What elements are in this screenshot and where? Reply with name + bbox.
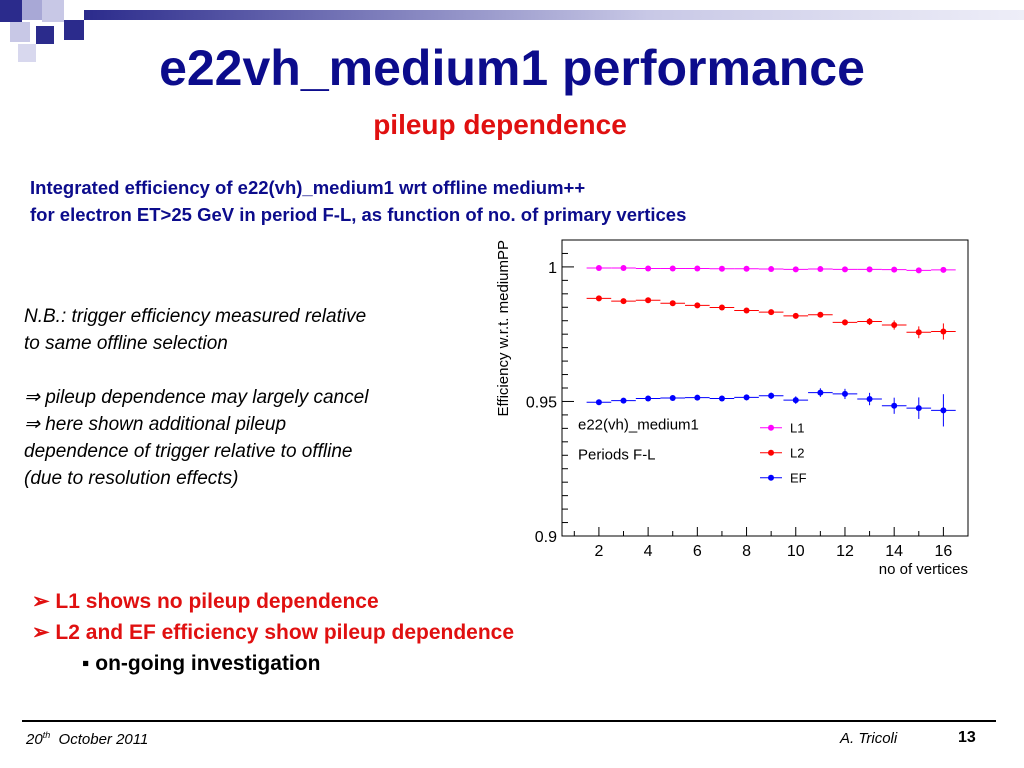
- data-point: [743, 307, 750, 314]
- data-point: [866, 318, 873, 325]
- footer-date: 20th October 2011: [26, 730, 148, 748]
- data-point: [743, 394, 750, 401]
- decoration-square-7: [18, 44, 36, 62]
- decoration-square-1: [0, 0, 22, 22]
- data-point: [915, 405, 922, 412]
- data-point: [620, 397, 627, 404]
- data-point: [841, 390, 848, 397]
- data-point: [768, 266, 775, 273]
- legend-marker: [768, 449, 774, 456]
- data-point: [669, 265, 676, 272]
- data-point: [595, 295, 602, 302]
- decoration-square-6: [64, 20, 84, 40]
- data-point: [694, 394, 701, 401]
- data-point: [792, 312, 799, 319]
- data-point: [718, 265, 725, 272]
- x-tick-label: 2: [594, 543, 603, 560]
- data-point: [866, 266, 873, 273]
- data-point: [645, 297, 652, 304]
- implication-line-4: (due to resolution effects): [24, 468, 239, 489]
- header-bar: [84, 10, 1024, 20]
- x-tick-label: 14: [885, 543, 903, 560]
- y-tick-label: 0.9: [535, 529, 557, 546]
- data-point: [694, 302, 701, 309]
- data-point: [915, 329, 922, 336]
- data-point: [841, 319, 848, 326]
- y-tick-label: 1: [548, 260, 557, 277]
- decoration-square-3: [42, 0, 64, 22]
- decoration-square-2: [22, 0, 42, 20]
- data-point: [891, 266, 898, 273]
- decoration-square-5: [36, 26, 54, 44]
- data-point: [645, 395, 652, 402]
- data-point: [891, 322, 898, 329]
- sub-bullet-item: ▪ on-going investigation: [82, 652, 321, 675]
- bullet-list: ➢ L1 shows no pileup dependence ➢ L2 and…: [32, 586, 514, 679]
- x-tick-label: 8: [742, 543, 751, 560]
- data-point: [891, 402, 898, 409]
- data-point: [768, 309, 775, 316]
- implication-line-3: dependence of trigger relative to offlin…: [24, 441, 353, 462]
- data-point: [792, 397, 799, 404]
- data-point: [669, 394, 676, 401]
- data-point: [817, 389, 824, 396]
- data-point: [620, 298, 627, 305]
- bullet-item-2: ➢ L2 and EF efficiency show pileup depen…: [32, 621, 515, 644]
- note-line-2: to same offline selection: [24, 333, 228, 354]
- data-point: [718, 304, 725, 311]
- intro-line-1: Integrated efficiency of e22(vh)_medium1…: [30, 177, 586, 198]
- y-axis-label: Efficiency w.r.t. mediumPP: [495, 240, 512, 416]
- page-title: e22vh_medium1 performance: [159, 40, 865, 96]
- y-tick-label: 0.95: [526, 394, 557, 411]
- footer-divider: [22, 720, 996, 722]
- data-point: [694, 265, 701, 272]
- data-point: [940, 407, 947, 414]
- footer-date-suffix: th: [42, 730, 51, 740]
- data-point: [940, 328, 947, 335]
- footer-author: A. Tricoli: [840, 730, 898, 747]
- legend-label: L2: [790, 446, 804, 461]
- legend-label: EF: [790, 471, 807, 486]
- note-text: N.B.: trigger efficiency measured relati…: [24, 303, 464, 492]
- data-point: [718, 395, 725, 402]
- legend-label: L1: [790, 421, 804, 436]
- footer-date-rest: October 2011: [58, 731, 149, 748]
- efficiency-plot: 2 4 6 8 10 12 14 16 0.9 0.95 1 Efficiency w.r.t. m…: [480, 232, 980, 577]
- plot-annotation: Periods F-L: [578, 447, 656, 464]
- data-point: [669, 300, 676, 307]
- data-point: [595, 399, 602, 406]
- data-point: [743, 265, 750, 272]
- intro-text: Integrated efficiency of e22(vh)_medium1…: [30, 174, 686, 228]
- data-point: [915, 267, 922, 274]
- data-point: [645, 265, 652, 272]
- x-tick-label: 10: [787, 543, 805, 560]
- implication-line-2: ⇒ here shown additional pileup: [24, 414, 287, 435]
- page-subtitle: pileup dependence: [373, 109, 627, 140]
- data-point: [817, 266, 824, 273]
- legend-marker: [768, 474, 774, 481]
- note-line-1: N.B.: trigger efficiency measured relati…: [24, 306, 367, 327]
- data-point: [841, 266, 848, 273]
- data-point: [940, 266, 947, 273]
- bullet-item-1: ➢ L1 shows no pileup dependence: [32, 590, 379, 613]
- decoration-square-4: [10, 22, 30, 42]
- footer-date-day: 20: [26, 731, 43, 748]
- plot-annotation: e22(vh)_medium1: [578, 417, 699, 434]
- x-tick-label: 12: [836, 543, 854, 560]
- data-point: [620, 264, 627, 271]
- implication-line-1: ⇒ pileup dependence may largely cancel: [24, 387, 369, 408]
- legend-marker: [768, 424, 774, 431]
- x-tick-label: 16: [934, 543, 952, 560]
- data-point: [595, 264, 602, 271]
- page-number: 13: [958, 729, 976, 746]
- data-point: [792, 266, 799, 273]
- x-axis-label: no of vertices: [879, 561, 968, 577]
- x-tick-label: 6: [693, 543, 702, 560]
- data-point: [817, 311, 824, 318]
- data-point: [866, 396, 873, 403]
- data-point: [768, 392, 775, 399]
- x-tick-label: 4: [644, 543, 653, 560]
- intro-line-2: for electron ET>25 GeV in period F-L, as…: [30, 204, 687, 225]
